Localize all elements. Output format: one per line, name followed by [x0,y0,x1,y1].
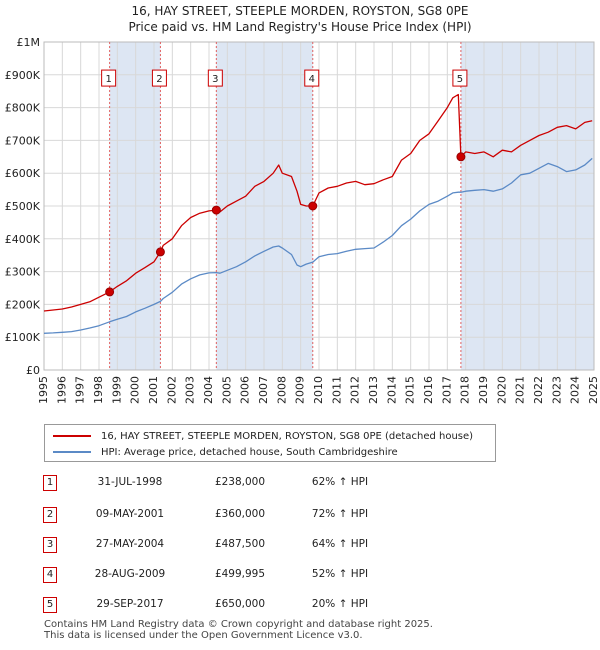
plot-border [43,41,595,371]
sale-hpi-change: 72% ↑ HPI [311,508,369,520]
x-tick-label: 2007 [257,376,270,404]
x-tick-label: 2017 [440,376,453,404]
sale-price: £650,000 [214,598,266,610]
x-tick-label: 2010 [312,376,325,404]
y-tick-label: £900K [5,69,41,82]
x-tick-label: 2009 [294,376,307,404]
sale-number-badge: 2 [43,507,57,523]
sale-marker-label: 4 [309,74,315,85]
sale-point [308,201,318,211]
x-tick-label: 2003 [184,376,197,404]
sale-marker-box [151,69,167,87]
sale-date: 28-AUG-2009 [94,568,166,580]
legend-item-hpi: HPI: Average price, detached house, Sout… [53,444,398,460]
chart-title: 16, HAY STREET, STEEPLE MORDEN, ROYSTON,… [131,4,469,18]
legend-label-property: 16, HAY STREET, STEEPLE MORDEN, ROYSTON,… [101,430,474,442]
x-tick-label: 2020 [495,376,508,404]
x-tick-label: 2000 [129,376,142,404]
sale-point [211,205,221,215]
sale-hpi-change: 20% ↑ HPI [311,598,369,610]
x-tick-label: 2013 [367,376,380,404]
sale-hpi-change: 52% ↑ HPI [311,568,369,580]
sale-price: £360,000 [214,508,266,520]
legend: 16, HAY STREET, STEEPLE MORDEN, ROYSTON,… [44,424,496,462]
y-tick-label: £400K [5,233,41,246]
chart-subtitle: Price paid vs. HM Land Registry's House … [128,20,472,34]
sale-row: 1 31-JUL-1998 £238,000 62% ↑ HPI [0,475,600,495]
y-tick-label: £1M [17,36,41,49]
sale-row: 2 09-MAY-2001 £360,000 72% ↑ HPI [0,507,600,527]
sale-marker-label: 5 [457,74,463,85]
sale-date: 31-JUL-1998 [97,476,163,488]
x-tick-label: 2024 [569,376,582,404]
x-tick-label: 2025 [587,376,600,404]
y-tick-label: £800K [5,102,41,115]
legend-label-hpi: HPI: Average price, detached house, Sout… [101,446,398,458]
sale-point [456,152,466,162]
x-tick-label: 2006 [239,376,252,404]
sale-marker-box [452,69,468,87]
x-tick-label: 2005 [220,376,233,404]
sale-marker-label: 1 [105,74,111,85]
sale-row: 4 28-AUG-2009 £499,995 52% ↑ HPI [0,567,600,587]
sale-price: £487,500 [214,538,266,550]
sale-marker-box [207,69,223,87]
sale-date: 09-MAY-2001 [95,508,165,520]
sale-marker-box [101,69,117,87]
sale-row: 3 27-MAY-2004 £487,500 64% ↑ HPI [0,537,600,557]
sale-date: 29-SEP-2017 [96,598,164,610]
sale-marker-label: 3 [212,74,218,85]
footer-licence: This data is licensed under the Open Gov… [44,630,363,641]
x-tick-label: 2011 [330,376,343,404]
y-tick-label: £0 [26,364,40,377]
footer-copyright: Contains HM Land Registry data © Crown c… [44,619,433,630]
hpi-line [43,157,593,334]
x-tick-label: 2019 [477,376,490,404]
x-tick-label: 2018 [459,376,472,404]
sale-number-badge: 3 [43,537,57,553]
x-tick-label: 1996 [55,376,68,404]
x-tick-label: 1997 [74,376,87,404]
sale-number-badge: 1 [43,475,57,491]
x-tick-label: 2008 [275,376,288,404]
x-tick-label: 2014 [385,376,398,404]
y-tick-label: £100K [5,331,41,344]
sale-number-badge: 5 [43,597,57,613]
sale-hpi-change: 64% ↑ HPI [311,538,369,550]
x-tick-label: 1995 [37,376,50,404]
sale-marker-label: 2 [156,74,162,85]
x-tick-label: 1998 [92,376,105,404]
x-tick-label: 2021 [514,376,527,404]
sale-marker-box [304,69,320,87]
x-tick-label: 2004 [202,376,215,404]
x-tick-label: 2016 [422,376,435,404]
sale-hpi-change: 62% ↑ HPI [311,476,369,488]
x-tick-label: 2001 [147,376,160,404]
legend-item-property: 16, HAY STREET, STEEPLE MORDEN, ROYSTON,… [53,428,473,444]
sale-row: 5 29-SEP-2017 £650,000 20% ↑ HPI [0,597,600,617]
y-tick-label: £500K [5,200,41,213]
sale-point [155,247,165,257]
price-chart: £0 £100K £200K £300K £400K £500K £600K £700K £80… [5,36,600,404]
sale-price: £238,000 [214,476,266,488]
x-tick-label: 1999 [110,376,123,404]
sale-number-badge: 4 [43,567,57,583]
y-tick-label: £200K [5,298,41,311]
y-tick-label: £600K [5,167,41,180]
x-tick-label: 2022 [532,376,545,404]
sale-date: 27-MAY-2004 [95,538,165,550]
sale-price: £499,995 [214,568,266,580]
legend-swatch-property [53,435,91,437]
sale-point [105,287,115,297]
x-tick-label: 2015 [404,376,417,404]
legend-swatch-hpi [53,451,91,453]
x-tick-label: 2012 [349,376,362,404]
y-tick-label: £300K [5,266,41,279]
x-tick-label: 2002 [165,376,178,404]
x-tick-label: 2023 [550,376,563,404]
y-tick-label: £700K [5,134,41,147]
